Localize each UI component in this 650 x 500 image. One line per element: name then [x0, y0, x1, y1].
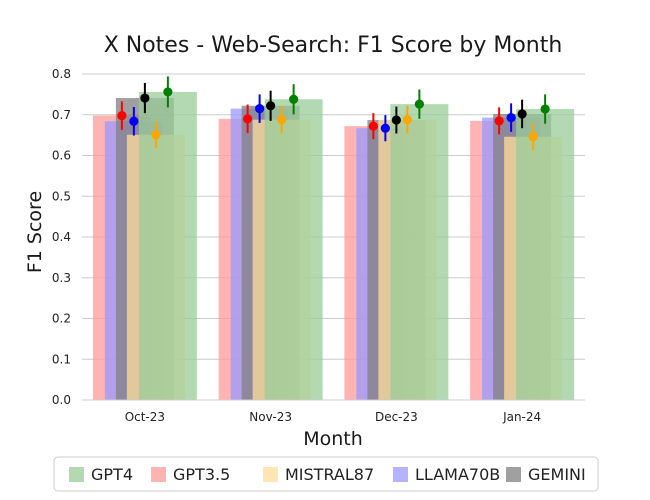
- y-axis: 0.0 0.1 0.2 0.3 0.4 0.5 0.6 0.7 0.8: [52, 67, 71, 407]
- legend-swatch: [506, 467, 521, 482]
- data-point: [255, 104, 265, 114]
- data-point: [380, 123, 390, 133]
- data-point: [140, 93, 150, 103]
- data-point: [277, 115, 287, 125]
- legend-swatch: [263, 467, 278, 482]
- data-point: [402, 115, 412, 125]
- y-tick-label: 0.1: [52, 352, 71, 366]
- legend-label: LLAMA70B: [415, 465, 500, 484]
- data-point: [151, 130, 161, 140]
- error-bar-group: [117, 76, 550, 151]
- y-tick-label: 0.4: [52, 230, 71, 244]
- legend-swatch: [393, 467, 408, 482]
- legend-label: MISTRAL87: [285, 465, 374, 484]
- data-point: [506, 113, 516, 123]
- x-axis-label: Month: [303, 428, 363, 450]
- bar: [390, 104, 449, 400]
- legend-frame: [53, 456, 599, 492]
- data-point: [528, 132, 538, 142]
- x-tick-label: Dec-23: [375, 410, 418, 424]
- data-point: [414, 99, 424, 109]
- chart-title: X Notes - Web-Search: F1 Score by Month: [104, 33, 563, 58]
- data-point: [517, 109, 527, 119]
- y-tick-label: 0.0: [52, 393, 71, 407]
- bar-group: [92, 91, 575, 401]
- legend-label: GPT4: [91, 465, 133, 484]
- legend-swatch: [151, 467, 166, 482]
- y-tick-label: 0.8: [52, 67, 71, 81]
- data-point: [494, 116, 504, 126]
- y-tick-label: 0.6: [52, 149, 71, 163]
- y-tick-label: 0.5: [52, 189, 71, 203]
- data-point: [289, 94, 299, 104]
- data-point: [368, 121, 378, 131]
- legend-swatch: [69, 467, 84, 482]
- x-tick-label: Jan-24: [502, 410, 541, 424]
- legend-label: GPT3.5: [173, 465, 230, 484]
- y-axis-label: F1 Score: [24, 191, 46, 273]
- data-point: [129, 116, 139, 126]
- bar: [264, 99, 323, 400]
- y-tick-label: 0.2: [52, 312, 71, 326]
- x-tick-label: Oct-23: [125, 410, 165, 424]
- legend-label: GEMINI: [528, 465, 586, 484]
- bar: [138, 91, 197, 401]
- data-point: [266, 101, 276, 111]
- legend: GPT4 GPT3.5 MISTRAL87 LLAMA70B GEMINI: [53, 456, 599, 492]
- y-tick-label: 0.7: [52, 108, 71, 122]
- data-point: [243, 114, 253, 124]
- x-tick-label: Nov-23: [249, 410, 292, 424]
- data-point: [540, 104, 550, 114]
- x-axis: Oct-23 Nov-23 Dec-23 Jan-24: [82, 399, 585, 424]
- data-point: [391, 115, 401, 125]
- data-point: [117, 110, 127, 121]
- bar: [516, 109, 575, 401]
- data-point: [163, 87, 173, 97]
- y-tick-label: 0.3: [52, 271, 71, 285]
